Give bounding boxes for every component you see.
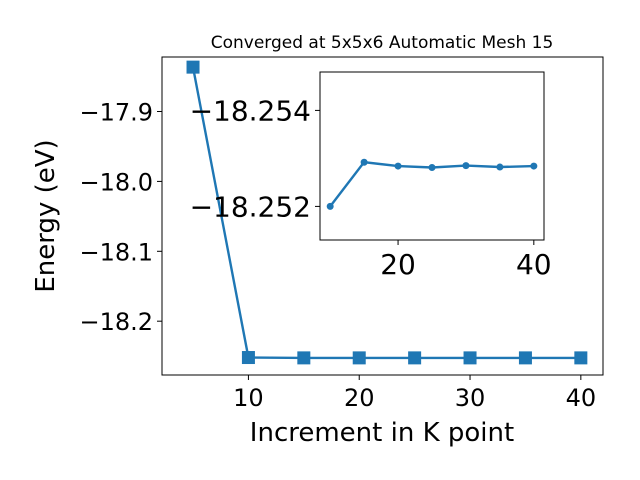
main-y-tick-label: −18.0 (79, 168, 153, 196)
main-plot-frame (161, 56, 604, 376)
main-y-ticks: −17.9 −18.0 −18.1 −18.2 (79, 99, 162, 336)
main-x-tick-label: 10 (233, 384, 264, 412)
inset-series (326, 158, 538, 210)
main-data-point (241, 351, 255, 365)
main-y-tick-label: −17.9 (79, 99, 153, 127)
main-data-point (186, 60, 200, 74)
main-data-point (574, 351, 588, 365)
main-x-tick-label: 20 (344, 384, 375, 412)
inset-data-point (360, 158, 368, 166)
main-y-tick-label: −18.1 (79, 238, 153, 266)
main-series (186, 60, 588, 365)
x-axis-label: Increment in K point (250, 418, 514, 448)
y-axis-label: Energy (eV) (31, 139, 61, 292)
inset-y-tick-label: −18.254 (190, 94, 311, 127)
inset-x-tick-label: 20 (380, 248, 416, 281)
inset-plot-frame (319, 71, 545, 241)
main-x-ticks: 10 20 30 40 (233, 375, 596, 412)
inset-axes: 20 40 −18.254−18.252 (190, 71, 552, 281)
inset-data-point (394, 162, 402, 170)
main-series-line (191, 66, 581, 360)
inset-data-point (326, 202, 334, 210)
main-data-point (297, 351, 311, 365)
inset-data-point (496, 163, 504, 171)
inset-data-point (428, 164, 436, 172)
inset-x-ticks: 20 40 (380, 240, 552, 281)
inset-data-point (530, 162, 538, 170)
main-x-tick-label: 40 (566, 384, 597, 412)
inset-x-tick-label: 40 (516, 248, 552, 281)
main-y-tick-label: −18.2 (79, 308, 153, 336)
main-axes: 10 20 30 40 −17.9 −18.0 −18.1 −18.2 (79, 56, 604, 412)
main-x-tick-label: 30 (455, 384, 486, 412)
inset-data-point (462, 162, 470, 170)
main-data-point (352, 351, 366, 365)
main-data-point (463, 351, 477, 365)
main-data-point (408, 351, 422, 365)
main-data-point (518, 351, 532, 365)
inset-y-ticks: −18.254 −18.252 (190, 94, 320, 223)
inset-y-tick-label: −18.252 (190, 190, 311, 223)
chart-title: Converged at 5x5x6 Automatic Mesh 15 (211, 33, 554, 53)
